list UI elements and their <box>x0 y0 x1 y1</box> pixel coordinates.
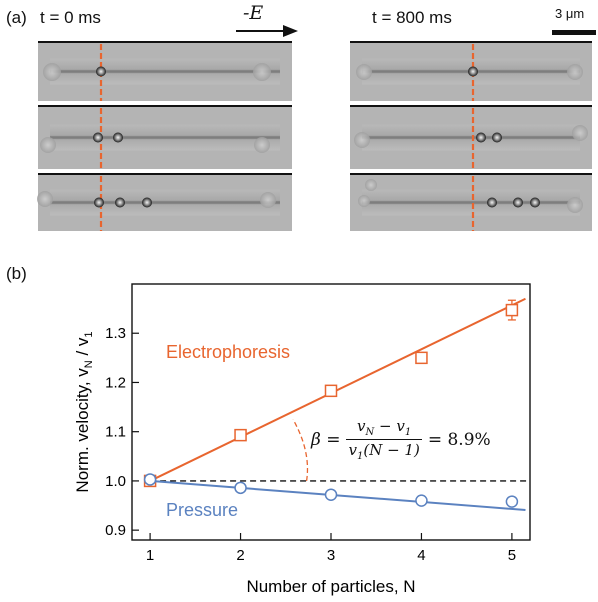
velocity-chart: 1 2 3 4 5 0.9 1.0 1.1 1.2 1.3 Number of particles,… <box>73 283 531 596</box>
reservoir-edge <box>356 64 372 80</box>
reservoir-edge <box>43 63 61 81</box>
right-time-label: t = 800 ms <box>372 8 452 27</box>
reservoir-edge <box>260 192 276 208</box>
particle <box>492 132 502 143</box>
micrograph-frame <box>37 173 292 231</box>
reservoir-edge <box>253 63 271 81</box>
particle <box>530 197 540 208</box>
panel-b-label: (b) <box>6 264 27 283</box>
reservoir-edge <box>365 179 377 191</box>
reservoir-edge <box>354 132 370 148</box>
eq-fraction-bar <box>346 439 422 440</box>
eq-den-v: v <box>348 441 357 459</box>
particle <box>93 132 103 143</box>
eq-num-mid: − v <box>374 417 405 435</box>
scale-bar <box>552 30 596 35</box>
data-point-pressure <box>324 488 338 501</box>
scale-bar-label: 3 μm <box>555 6 585 21</box>
reservoir-edge <box>572 125 588 141</box>
reservoir-edge <box>40 137 56 153</box>
y-axis-label: Norm. velocity, vN / v1 <box>73 331 95 492</box>
reservoir-edge <box>358 195 370 207</box>
micrograph-panel <box>37 25 596 231</box>
y-tick-label: 1.3 <box>105 325 126 342</box>
y-tick-label: 0.9 <box>105 522 126 539</box>
data-point-pressure <box>415 494 428 507</box>
particle <box>142 197 152 208</box>
electrophoresis-label: Electrophoresis <box>166 342 291 362</box>
data-point-pressure <box>505 495 519 508</box>
micrograph-frame <box>350 105 592 169</box>
x-tick-label: 5 <box>508 547 516 564</box>
particle <box>513 197 523 208</box>
micrograph-frame <box>38 41 292 101</box>
x-tick-label: 4 <box>417 547 425 564</box>
fit-line-electrophoresis <box>149 297 526 482</box>
field-arrow <box>236 25 298 37</box>
particle <box>115 197 125 208</box>
eq-denominator: v1(N − 1) <box>346 441 421 462</box>
data-point-electrophoresis <box>505 303 519 317</box>
channel <box>50 124 280 151</box>
fit-line-pressure <box>150 479 526 511</box>
micrograph-frame <box>350 41 592 101</box>
eq-den-sub: 1 <box>356 451 364 462</box>
micrograph-frame <box>350 173 592 231</box>
x-axis-label: Number of particles, N <box>246 577 415 596</box>
x-tick-label: 2 <box>236 547 244 564</box>
data-point-pressure <box>234 481 247 495</box>
y-tick-label: 1.0 <box>105 473 126 490</box>
data-point-electrophoresis <box>324 384 338 398</box>
data-point-electrophoresis <box>234 428 247 442</box>
panel-a-label: (a) <box>6 8 27 27</box>
beta-equation: β = vN − v1 v1(N − 1) = 8.9% <box>311 417 491 462</box>
eq-numerator: vN − v1 <box>355 417 413 438</box>
x-tick-label: 3 <box>327 547 335 564</box>
particle <box>113 132 123 143</box>
micrograph-frame <box>38 105 292 169</box>
particle <box>476 132 486 143</box>
field-label: -E <box>243 2 264 24</box>
beta-angle-arc <box>292 419 309 482</box>
left-time-label: t = 0 ms <box>40 8 101 27</box>
data-point-electrophoresis <box>415 351 428 365</box>
eq-den-rest: (N − 1) <box>363 441 420 459</box>
particle <box>468 66 478 77</box>
x-tick-label: 1 <box>146 547 154 564</box>
channel <box>50 189 280 216</box>
channel <box>362 189 580 216</box>
y-tick-label: 1.1 <box>105 424 126 441</box>
eq-rhs: = 8.9% <box>427 429 491 450</box>
eq-fraction: vN − v1 v1(N − 1) <box>346 417 422 462</box>
channel <box>50 58 280 85</box>
reservoir-edge <box>567 197 583 213</box>
particle <box>487 197 497 208</box>
eq-num-sub-n: N <box>365 427 375 438</box>
eq-num-v: v <box>357 417 366 435</box>
y-tick-label: 1.2 <box>105 374 126 391</box>
reservoir-edge <box>254 137 270 153</box>
reservoir-edge <box>567 64 583 80</box>
eq-lhs: β = <box>311 429 341 450</box>
particle <box>96 66 106 77</box>
eq-num-sub-1: 1 <box>404 427 412 438</box>
data-point-pressure <box>143 473 157 486</box>
reservoir-edge <box>37 191 53 207</box>
pressure-label: Pressure <box>166 500 239 520</box>
channel <box>362 124 580 151</box>
particle <box>94 197 104 208</box>
